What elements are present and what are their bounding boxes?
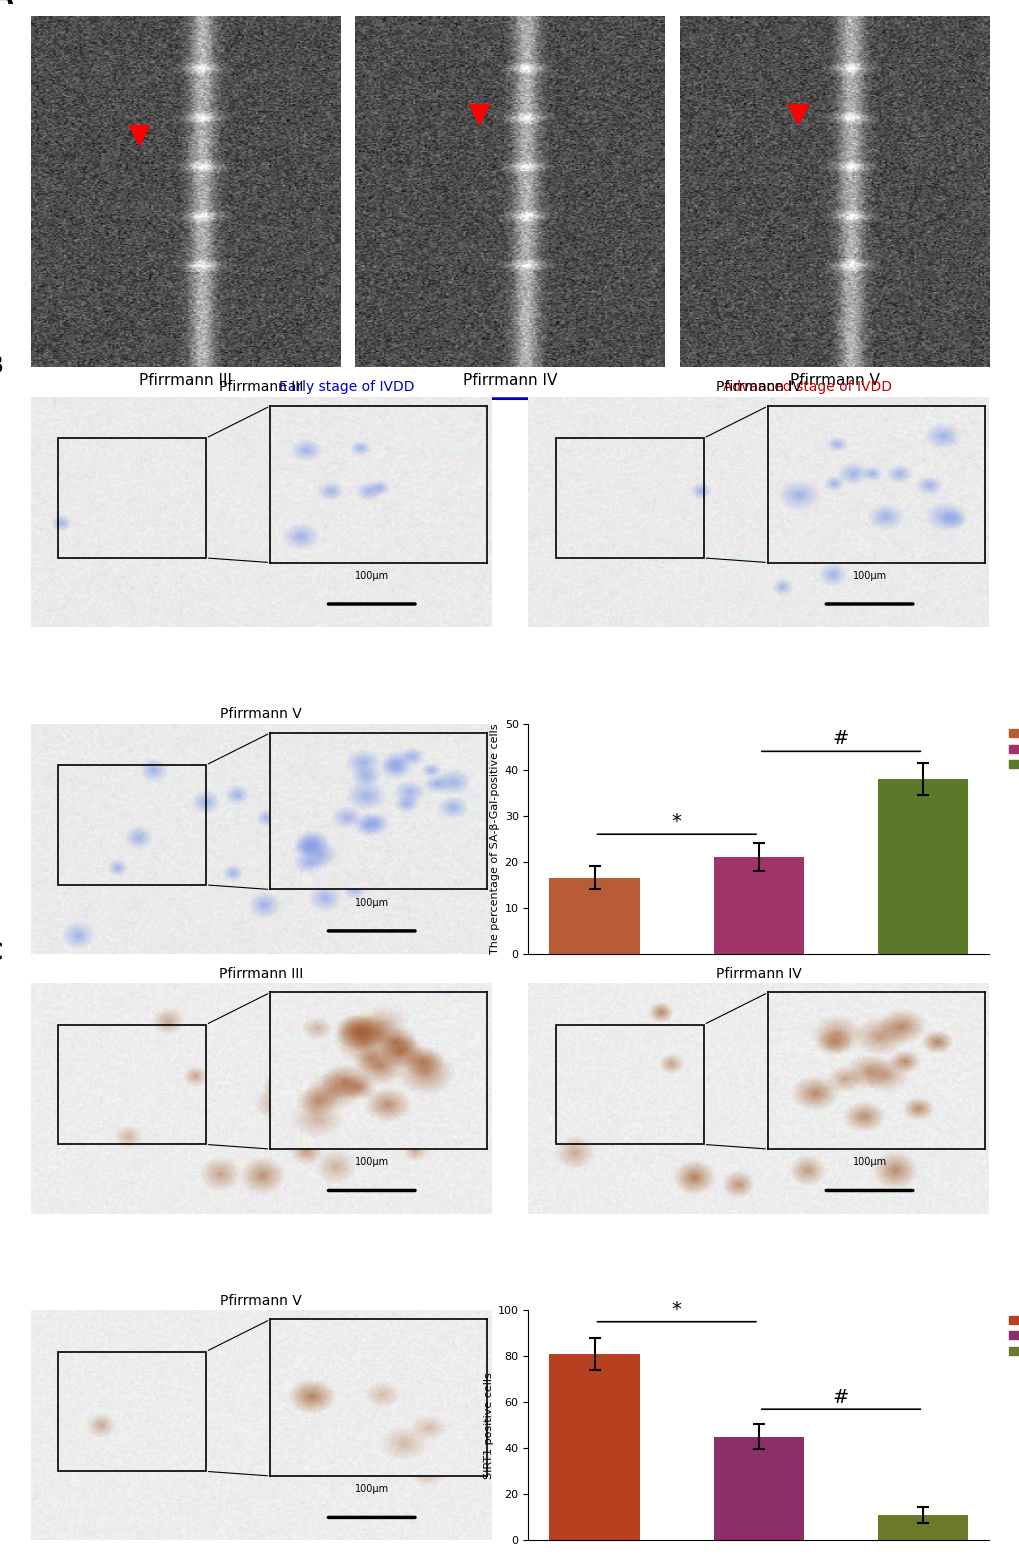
X-axis label: Pfirrmann V: Pfirrmann V <box>789 373 878 387</box>
Bar <box>713 1436 803 1540</box>
X-axis label: Pfirrmann III: Pfirrmann III <box>139 373 231 387</box>
Title: Pfirrmann IV: Pfirrmann IV <box>715 380 801 394</box>
Title: Pfirrmann V: Pfirrmann V <box>220 706 302 720</box>
Text: 100μm: 100μm <box>852 1158 886 1167</box>
Text: 100μm: 100μm <box>355 1484 388 1494</box>
Text: 100μm: 100μm <box>852 571 886 580</box>
Bar <box>549 878 639 954</box>
Text: B: B <box>0 355 3 378</box>
Bar <box>877 780 967 954</box>
Bar <box>549 1354 639 1540</box>
Text: Early stage of IVDD: Early stage of IVDD <box>279 380 415 394</box>
Text: 100μm: 100μm <box>355 571 388 580</box>
Bar <box>877 1516 967 1540</box>
Text: #: # <box>833 728 849 747</box>
Text: Advanced stage of IVDD: Advanced stage of IVDD <box>722 380 891 394</box>
Legend: Pfirrmann III, Pfirrmann IV, Pfirrmann V: Pfirrmann III, Pfirrmann IV, Pfirrmann V <box>1003 1312 1019 1362</box>
Title: Pfirrmann III: Pfirrmann III <box>219 380 303 394</box>
Y-axis label: The percentage of SA-β-Gal-positive cells: The percentage of SA-β-Gal-positive cell… <box>490 724 500 954</box>
Legend: Pfirrmann III, Pfirrmann IV, Pfirrmann V: Pfirrmann III, Pfirrmann IV, Pfirrmann V <box>1003 725 1019 775</box>
Text: *: * <box>672 1301 681 1319</box>
Text: C: C <box>0 941 3 965</box>
Text: #: # <box>833 1388 849 1407</box>
X-axis label: Pfirrmann IV: Pfirrmann IV <box>463 373 556 387</box>
Text: 100μm: 100μm <box>355 898 388 907</box>
Title: Pfirrmann III: Pfirrmann III <box>219 966 303 980</box>
Y-axis label: SIRT1 positive cells: SIRT1 positive cells <box>483 1372 493 1478</box>
Bar <box>713 857 803 954</box>
Title: Pfirrmann V: Pfirrmann V <box>220 1293 302 1307</box>
Text: *: * <box>672 812 681 831</box>
Title: Pfirrmann IV: Pfirrmann IV <box>715 966 801 980</box>
Text: A: A <box>0 0 13 8</box>
Text: 100μm: 100μm <box>355 1158 388 1167</box>
